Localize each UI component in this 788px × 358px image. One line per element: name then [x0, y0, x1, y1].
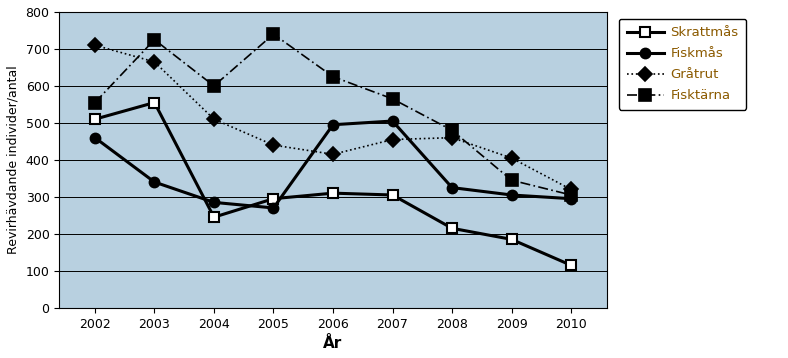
Gråtrut [269, 143, 278, 147]
Skrattmås [507, 237, 516, 242]
Fisktärna [210, 84, 219, 88]
Skrattmås [388, 193, 397, 197]
Fiskmås [150, 180, 159, 184]
Line: Skrattmås: Skrattmås [90, 98, 576, 270]
Fisktärna [150, 38, 159, 42]
X-axis label: År: År [323, 336, 343, 351]
Fisktärna [507, 178, 516, 182]
Skrattmås [150, 100, 159, 105]
Gråtrut [210, 117, 219, 121]
Gråtrut [329, 152, 338, 156]
Gråtrut [448, 136, 457, 140]
Skrattmås [448, 226, 457, 231]
Legend: Skrattmås, Fiskmås, Gråtrut, Fisktärna: Skrattmås, Fiskmås, Gråtrut, Fisktärna [619, 19, 746, 110]
Line: Fiskmås: Fiskmås [90, 116, 576, 213]
Skrattmås [567, 263, 576, 267]
Line: Fisktärna: Fisktärna [89, 29, 577, 200]
Fiskmås [329, 122, 338, 127]
Fisktärna [269, 32, 278, 36]
Fiskmås [269, 206, 278, 210]
Gråtrut [507, 156, 516, 160]
Fisktärna [567, 193, 576, 197]
Fisktärna [329, 74, 338, 79]
Fiskmås [388, 119, 397, 123]
Y-axis label: Revirhävdande individer/antal: Revirhävdande individer/antal [7, 66, 20, 254]
Gråtrut [90, 43, 99, 47]
Line: Gråtrut: Gråtrut [90, 40, 576, 194]
Fisktärna [90, 100, 99, 105]
Fiskmås [507, 193, 516, 197]
Fisktärna [448, 128, 457, 132]
Skrattmås [269, 197, 278, 201]
Fiskmås [90, 136, 99, 140]
Skrattmås [329, 191, 338, 195]
Fiskmås [210, 200, 219, 204]
Gråtrut [388, 137, 397, 142]
Skrattmås [210, 215, 219, 219]
Gråtrut [150, 60, 159, 64]
Gråtrut [567, 187, 576, 192]
Fisktärna [388, 97, 397, 101]
Fiskmås [567, 197, 576, 201]
Skrattmås [90, 117, 99, 121]
Fiskmås [448, 185, 457, 190]
